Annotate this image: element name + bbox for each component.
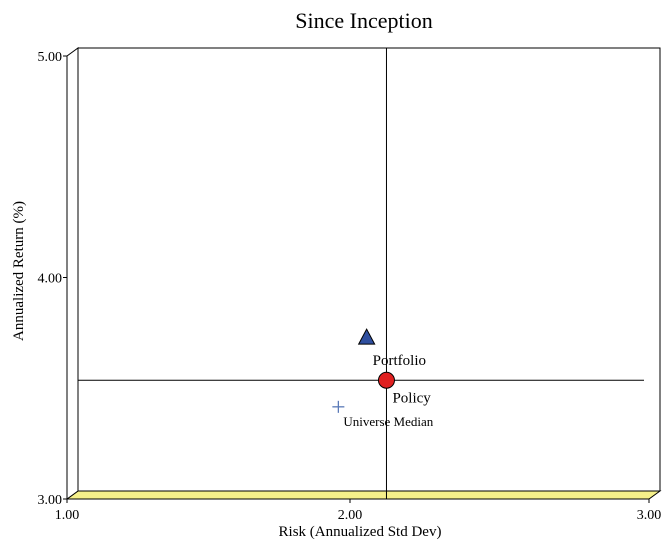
plot-frame — [65, 47, 662, 500]
y-tick-label: 5.00 — [38, 50, 63, 65]
portfolio-marker — [357, 328, 376, 345]
y-axis-title: Annualized Return (%) — [11, 201, 27, 341]
x-tick-label: 3.00 — [637, 508, 662, 523]
y-tick-label: 3.00 — [38, 493, 63, 508]
data-points: Portfolio Policy Universe Median — [332, 328, 434, 429]
x-axis-title: Risk (Annualized Std Dev) — [279, 524, 442, 540]
portfolio-label: Portfolio — [373, 353, 426, 369]
y-tick-label: 4.00 — [38, 272, 63, 287]
x-tick-label: 1.00 — [55, 508, 80, 523]
policy-label: Policy — [392, 390, 431, 406]
plot-floor — [65, 490, 662, 500]
policy-marker — [377, 371, 395, 389]
universe-median-label: Universe Median — [343, 414, 433, 429]
axis-ticks: 3.00 4.00 5.00 1.00 2.00 3.00 — [38, 50, 662, 523]
x-tick-label: 2.00 — [338, 508, 363, 523]
plot-left-wall — [66, 47, 79, 500]
crosshair-lines — [78, 48, 644, 499]
plot-back-wall — [77, 47, 661, 491]
chart-title: Since Inception — [295, 8, 432, 33]
